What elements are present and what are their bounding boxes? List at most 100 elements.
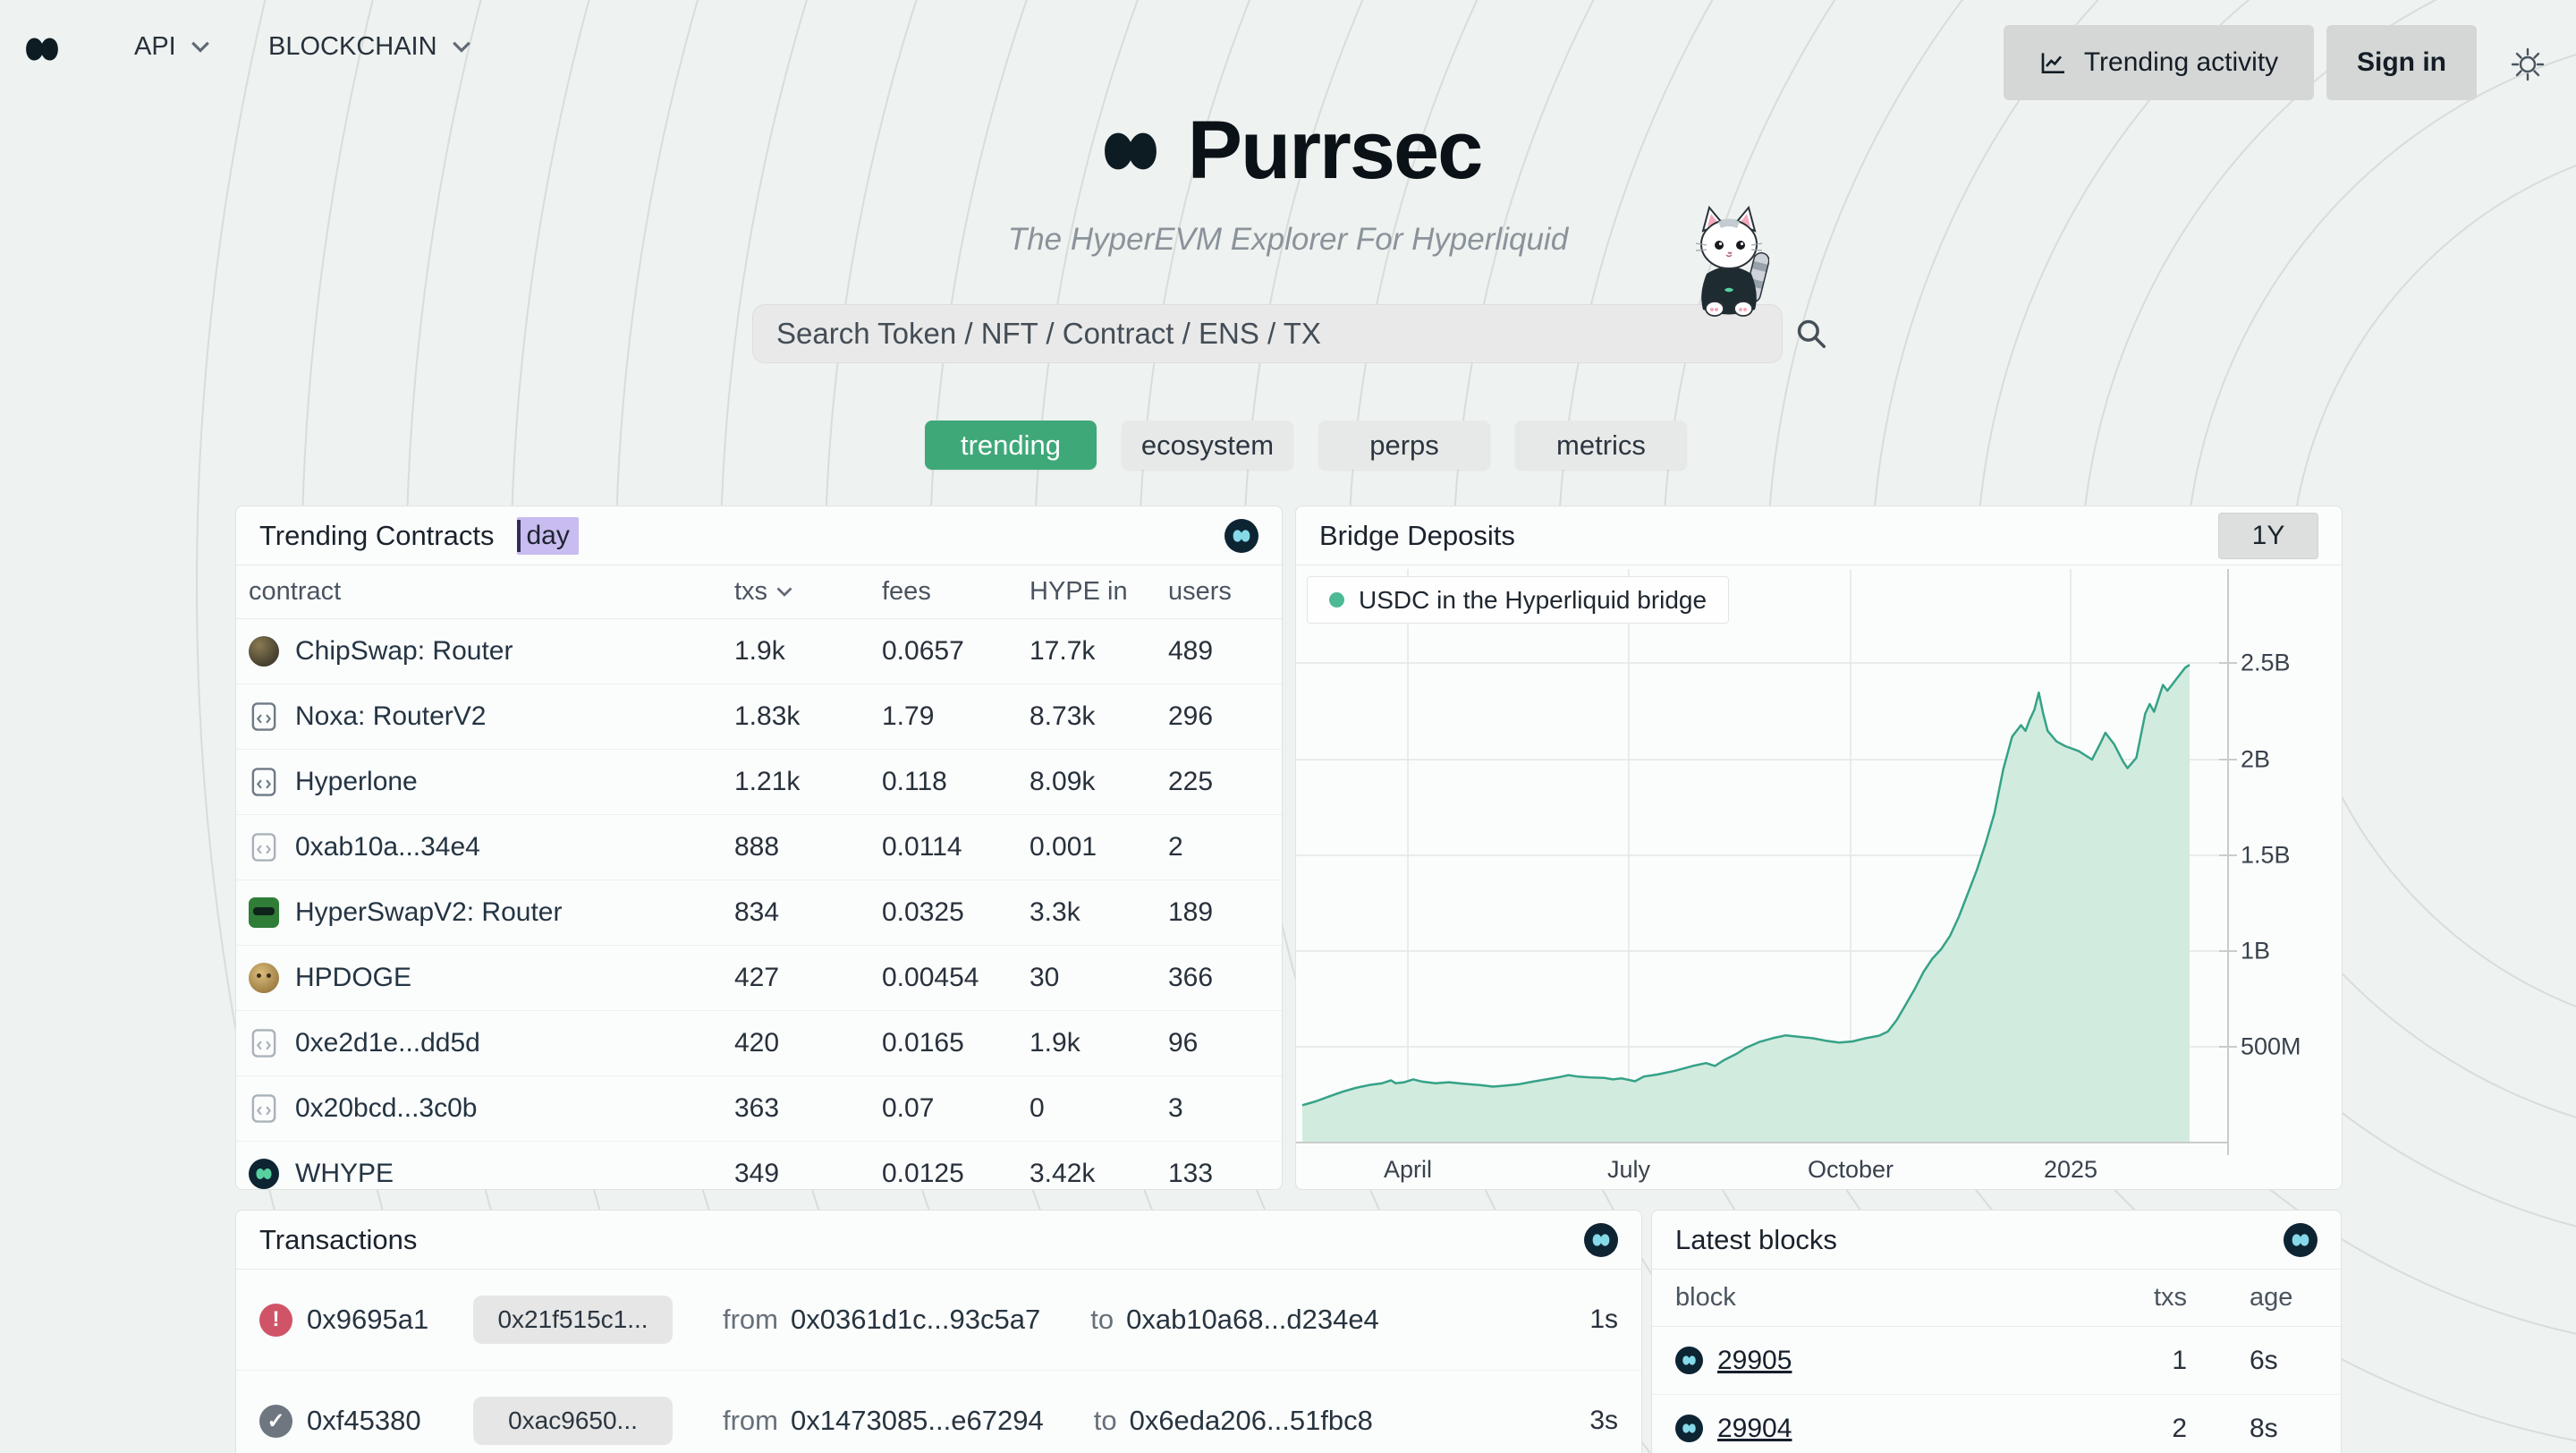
contract-name[interactable]: HyperSwapV2: Router [295, 897, 563, 927]
users-value: 96 [1168, 1028, 1199, 1058]
table-row[interactable]: Noxa: RouterV2 1.83k 1.79 8.73k 296 [236, 684, 1282, 750]
purrsec-logo-icon[interactable] [21, 30, 64, 68]
table-row[interactable]: Hyperlone 1.21k 0.118 8.09k 225 [236, 750, 1282, 815]
block-number-link[interactable]: 29905 [1717, 1345, 1792, 1375]
tx-method-chip[interactable]: 0xac9650... [473, 1397, 673, 1445]
sign-in-button[interactable]: Sign in [2326, 25, 2477, 100]
chart-legend: USDC in the Hyperliquid bridge [1307, 576, 1730, 624]
latest-blocks-panel: Latest blocks block txs age 29905 1 6s 299… [1651, 1210, 2342, 1453]
table-row[interactable]: 0xab10a...34e4 888 0.0114 0.001 2 [236, 815, 1282, 880]
range-1y-button[interactable]: 1Y [2218, 512, 2318, 559]
doc-light-icon [249, 1028, 279, 1058]
column-header-contract[interactable]: contract [249, 577, 342, 606]
x-tick-label: 2025 [2043, 1156, 2098, 1183]
tab-perps[interactable]: perps [1318, 421, 1490, 470]
tx-age: 3s [1589, 1406, 1618, 1435]
tx-hash-link[interactable]: 0xf45380 [307, 1405, 421, 1436]
tx-age: 1s [1589, 1304, 1618, 1334]
block-number-link[interactable]: 29904 [1717, 1413, 1792, 1443]
legend-dot-icon [1329, 592, 1344, 608]
doc-light-icon [249, 1093, 279, 1124]
x-tick-label: July [1606, 1156, 1651, 1183]
trending-table-header: contract txs fees HYPE in users [236, 565, 1282, 619]
column-header-age[interactable]: age [2250, 1283, 2293, 1312]
block-bowtie-icon [1675, 1415, 1703, 1442]
fees-value: 0.0165 [882, 1028, 964, 1058]
transaction-row[interactable]: ! 0x9695a1 0x21f515c1... from 0x0361d1c.… [236, 1270, 1641, 1371]
table-row[interactable]: 0x20bcd...3c0b 363 0.07 0 3 [236, 1076, 1282, 1142]
contract-name[interactable]: 0x20bcd...3c0b [295, 1093, 478, 1123]
column-header-users[interactable]: users [1168, 577, 1232, 606]
txs-value: 888 [734, 832, 780, 862]
column-header-block[interactable]: block [1675, 1283, 1736, 1312]
y-tick-label: 1B [2241, 937, 2271, 964]
hype-in-value: 1.9k [1030, 1028, 1080, 1058]
text-caret [517, 519, 521, 552]
fees-value: 0.118 [882, 767, 947, 796]
contract-name[interactable]: 0xe2d1e...dd5d [295, 1028, 480, 1058]
column-header-fees[interactable]: fees [882, 577, 931, 606]
contract-name[interactable]: ChipSwap: Router [295, 636, 513, 666]
users-value: 3 [1168, 1093, 1183, 1123]
tx-method-chip[interactable]: 0x21f515c1... [473, 1296, 673, 1344]
period-value: day [526, 520, 570, 550]
txs-value: 1.21k [734, 767, 801, 796]
to-address-link[interactable]: 0x6eda206...51fbc8 [1129, 1405, 1373, 1436]
purrsec-panel-icon[interactable] [1224, 518, 1258, 553]
trending-contracts-title: Trending Contracts [259, 519, 495, 551]
trending-contracts-panel: Trending Contracts day contract txs fees HY… [235, 506, 1283, 1190]
from-address-link[interactable]: 0x1473085...e67294 [791, 1405, 1044, 1436]
tab-trending[interactable]: trending [925, 421, 1097, 470]
nav-blockchain-menu[interactable]: BLOCKCHAIN [268, 32, 471, 62]
block-age-value: 8s [2250, 1413, 2278, 1443]
column-header-txs[interactable]: txs [734, 577, 882, 607]
contract-name[interactable]: WHYPE [295, 1159, 394, 1188]
contract-name[interactable]: Noxa: RouterV2 [295, 701, 487, 731]
block-age-value: 6s [2250, 1345, 2278, 1375]
to-address-link[interactable]: 0xab10a68...d234e4 [1126, 1304, 1379, 1335]
bridge-chart: USDC in the Hyperliquid bridge April July… [1296, 565, 2342, 1189]
sun-theme-icon[interactable] [2510, 47, 2546, 82]
tab-ecosystem[interactable]: ecosystem [1122, 421, 1293, 470]
block-row[interactable]: 29905 1 6s [1652, 1327, 2341, 1395]
search-input[interactable] [752, 304, 1783, 363]
bridge-deposits-title: Bridge Deposits [1319, 519, 1515, 551]
hype-in-value: 17.7k [1030, 636, 1096, 666]
status-success-icon: ✓ [259, 1404, 292, 1438]
column-header-txs[interactable]: txs [2153, 1283, 2187, 1312]
tab-metrics[interactable]: metrics [1515, 421, 1687, 470]
blocks-table-body: 29905 1 6s 29904 2 8s [1652, 1327, 2341, 1453]
search-bar[interactable] [752, 304, 1783, 363]
purrsec-panel-icon[interactable] [1584, 1222, 1618, 1257]
hype-in-value: 30 [1030, 963, 1060, 992]
trending-activity-label: Trending activity [2083, 47, 2279, 77]
txs-value: 363 [734, 1093, 780, 1123]
txs-value: 1.9k [734, 636, 785, 666]
table-row[interactable]: 0xe2d1e...dd5d 420 0.0165 1.9k 96 [236, 1011, 1282, 1076]
tx-hash-link[interactable]: 0x9695a1 [307, 1304, 429, 1335]
legend-label: USDC in the Hyperliquid bridge [1359, 585, 1707, 614]
contract-name[interactable]: 0xab10a...34e4 [295, 832, 480, 862]
table-row[interactable]: ChipSwap: Router 1.9k 0.0657 17.7k 489 [236, 619, 1282, 684]
from-address-link[interactable]: 0x0361d1c...93c5a7 [791, 1304, 1041, 1335]
hype-in-value: 3.3k [1030, 897, 1080, 927]
block-row[interactable]: 29904 2 8s [1652, 1395, 2341, 1453]
block-txs-value: 1 [2172, 1345, 2187, 1375]
transaction-row[interactable]: ✓ 0xf45380 0xac9650... from 0x1473085...… [236, 1371, 1641, 1453]
column-header-hype-in[interactable]: HYPE in [1030, 577, 1128, 606]
hype-in-value: 3.42k [1030, 1159, 1096, 1188]
contract-name[interactable]: Hyperlone [295, 767, 418, 796]
table-row[interactable]: WHYPE 349 0.0125 3.42k 133 [236, 1142, 1282, 1189]
search-icon[interactable] [1794, 317, 1828, 351]
nav-api-label: API [134, 32, 176, 61]
table-row[interactable]: HPDOGE 427 0.00454 30 366 [236, 946, 1282, 1011]
period-input[interactable]: day [517, 516, 579, 555]
contract-name[interactable]: HPDOGE [295, 963, 412, 992]
nav-api-menu[interactable]: API [134, 32, 210, 62]
trending-activity-button[interactable]: Trending activity [2004, 25, 2314, 100]
hype-in-value: 0.001 [1030, 832, 1097, 862]
purrsec-bowtie-icon [1104, 132, 1157, 169]
purrsec-panel-icon[interactable] [2284, 1222, 2318, 1257]
sort-chevron-icon [776, 587, 792, 597]
table-row[interactable]: HyperSwapV2: Router 834 0.0325 3.3k 189 [236, 880, 1282, 946]
